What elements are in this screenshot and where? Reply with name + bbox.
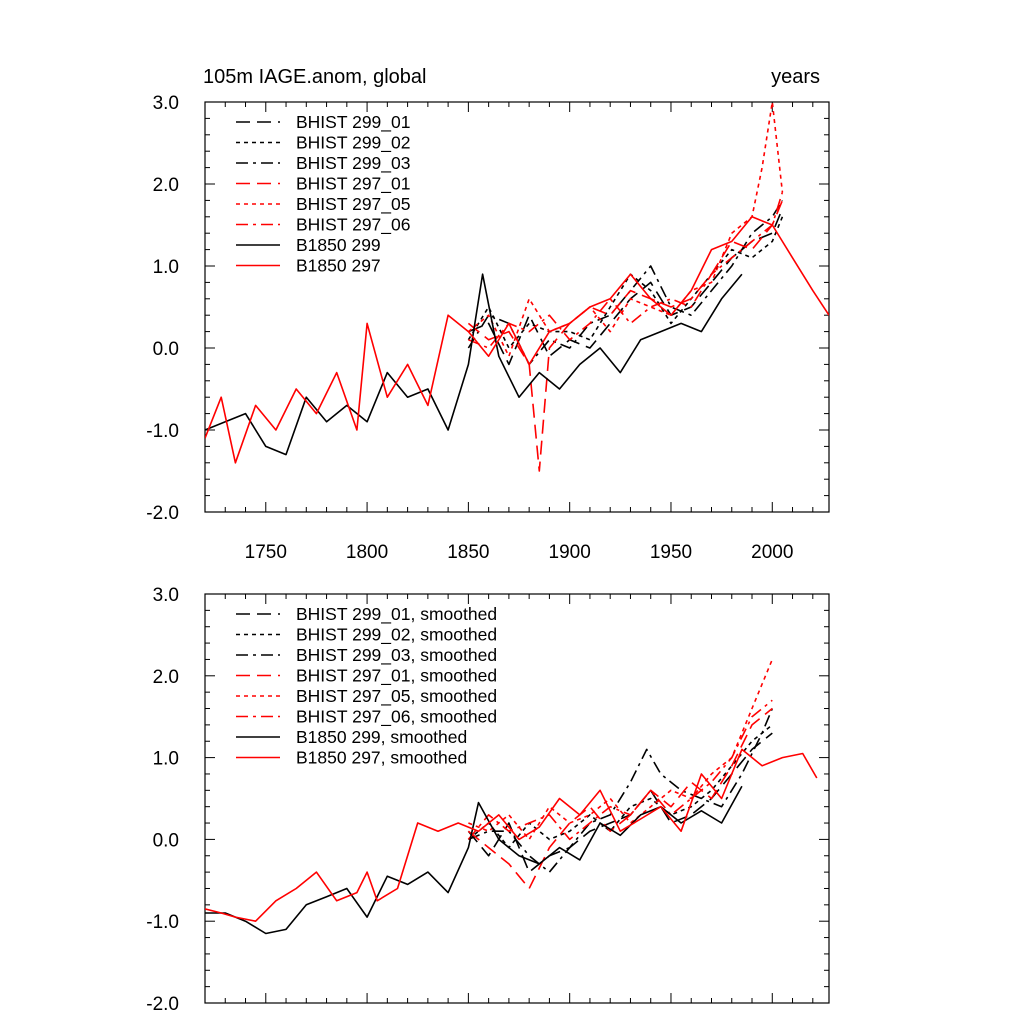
y-tick-label: 3.0 [153, 585, 179, 606]
y-tick-label: 3.0 [153, 93, 179, 114]
bottom-panel: -2.0 -1.0 0.0 1.0 2.0 3.0 BHIST 299_01, smooth… [146, 585, 830, 1015]
title-left: 105m IAGE.anom, global [203, 66, 426, 88]
series-line [467, 699, 773, 841]
legend-label: BHIST 297_05, smoothed [296, 686, 497, 707]
y-tick-label: -1.0 [146, 912, 179, 933]
legend-label: BHIST 299_03, smoothed [296, 645, 497, 666]
top-panel: -2.0 -1.0 0.0 1.0 2.0 3.0 1750 1800 1850 1900 1950… [146, 93, 830, 563]
legend-label: BHIST 297_05 [296, 194, 410, 215]
legend-label: B1850 299, smoothed [296, 727, 467, 747]
legend-label: BHIST 299_01, smoothed [296, 604, 497, 625]
legend-label: B1850 297 [296, 256, 381, 276]
y-tick-label: 1.0 [153, 257, 179, 278]
plot-frame [204, 101, 830, 513]
y-tick-label: 2.0 [153, 175, 179, 196]
series-line [467, 724, 773, 849]
y-tick-label: -1.0 [146, 421, 179, 442]
legend-label: BHIST 299_02, smoothed [296, 625, 497, 646]
series-line [467, 707, 773, 890]
legend-label: BHIST 297_06 [296, 215, 410, 236]
series-line [467, 732, 773, 873]
legend-label: BHIST 299_03 [296, 153, 410, 174]
x-tick-label: 1850 [447, 542, 489, 563]
y-tick-label: 0.0 [153, 830, 179, 851]
y-tick-label: 0.0 [153, 339, 179, 360]
x-tick-label: 1950 [650, 542, 692, 563]
series-line [468, 191, 784, 349]
x-tick-label: 1800 [346, 542, 388, 563]
series-line [467, 200, 784, 472]
series-line [205, 273, 743, 456]
legend-label: B1850 299 [296, 235, 381, 255]
y-tick-label: 1.0 [153, 749, 179, 770]
series-line [205, 748, 818, 923]
x-tick-label: 2000 [751, 542, 793, 563]
plot-frame [204, 593, 830, 1004]
y-tick-label: 2.0 [153, 667, 179, 688]
series-line [205, 216, 829, 464]
legend-label: BHIST 297_01 [296, 174, 410, 195]
x-tick-label: 1900 [549, 542, 591, 563]
legend-label: B1850 297, smoothed [296, 748, 467, 768]
legend-label: BHIST 299_02 [296, 133, 410, 154]
title-right: years [771, 66, 820, 88]
y-tick-label: -2.0 [146, 994, 179, 1015]
y-tick-label: -2.0 [146, 503, 179, 524]
legend-label: BHIST 299_01 [296, 112, 410, 133]
series-line [205, 785, 743, 935]
legend-label: BHIST 297_01, smoothed [296, 666, 497, 687]
legend-label: BHIST 297_06, smoothed [296, 707, 497, 728]
x-tick-label: 1750 [245, 542, 287, 563]
series-line [468, 708, 774, 873]
series-line [468, 208, 784, 366]
series-line [467, 102, 784, 358]
